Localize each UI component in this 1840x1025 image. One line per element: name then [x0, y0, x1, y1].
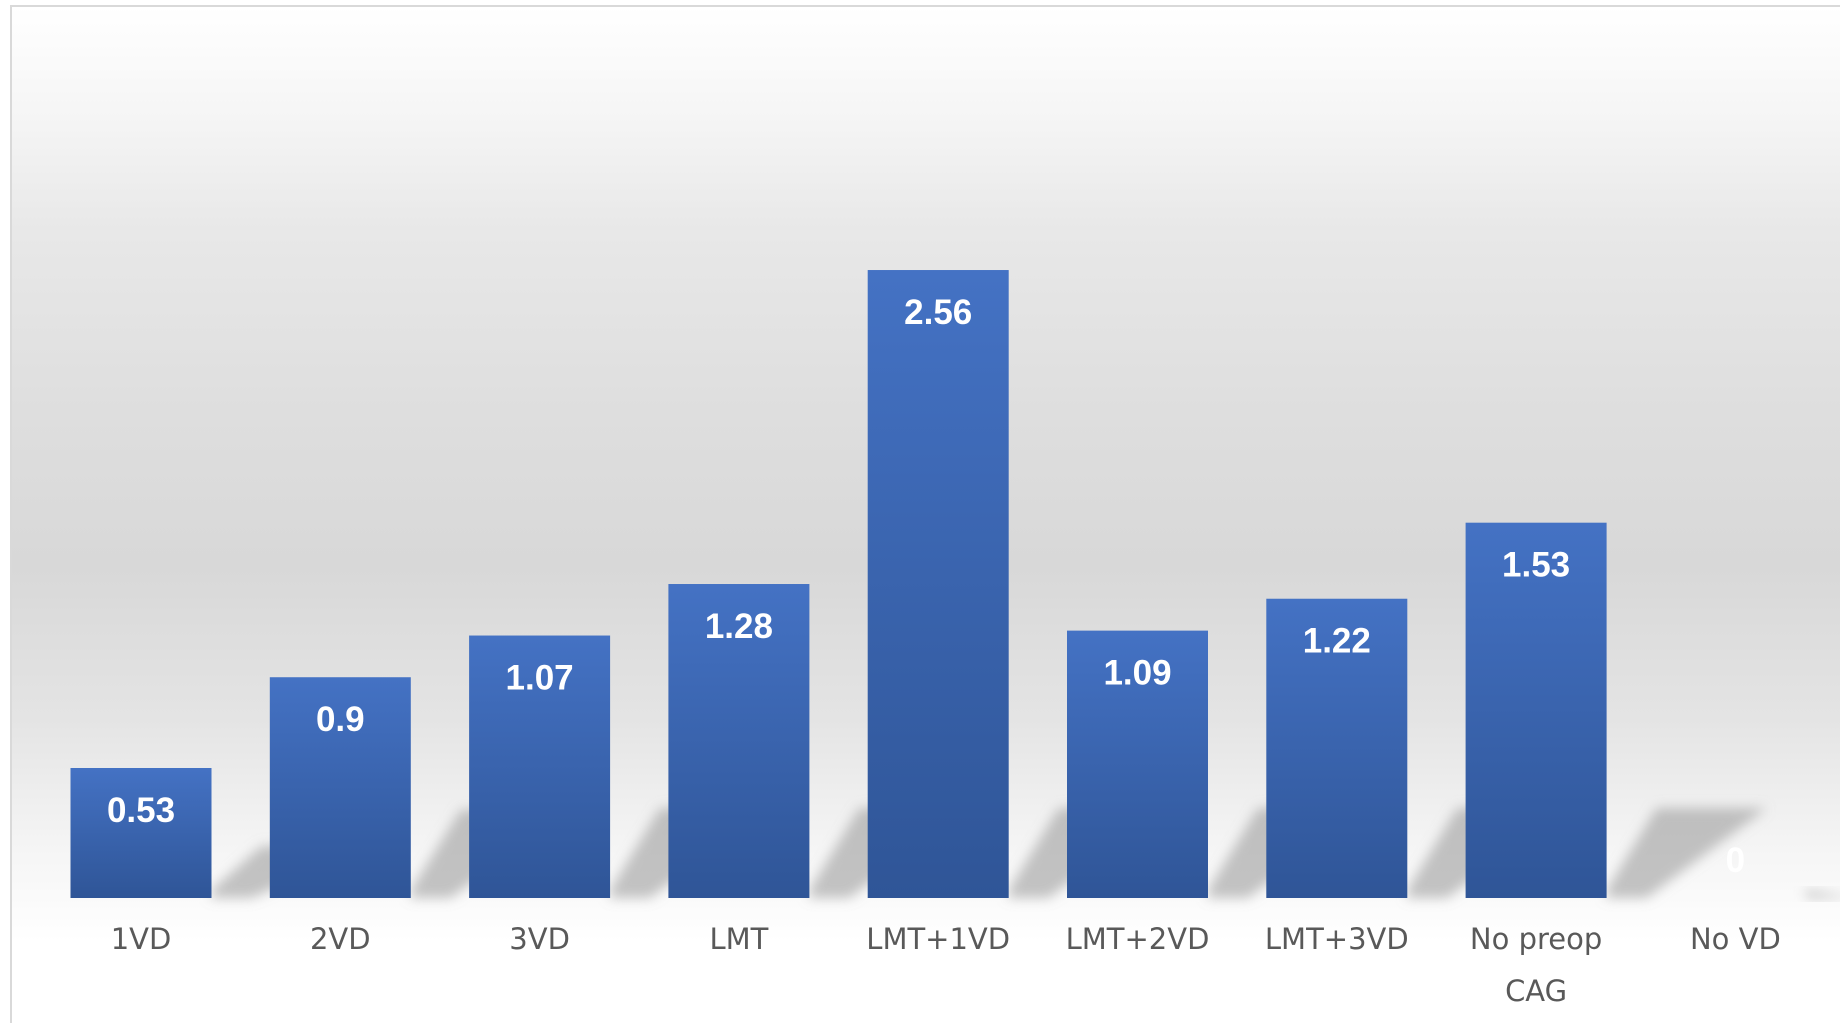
data-label: 1.09 [1103, 654, 1171, 693]
category-label: 2VD [310, 922, 371, 956]
chart-area: 0.53 0.9 1.07 1.28 2.56 1.09 1.22 1.53 0 1VD 2VD 3… [10, 5, 1840, 1023]
category-label: No VD [1690, 922, 1781, 956]
bar-shadow [1806, 890, 1840, 898]
category-labels: 1VD 2VD 3VD LMT LMT+1VD LMT+2VD LMT+3VD No preo… [111, 922, 1781, 1008]
category-label: LMT+3VD [1265, 922, 1409, 956]
category-label: 3VD [509, 922, 570, 956]
data-label: 2.56 [904, 293, 972, 332]
category-label: LMT+2VD [1066, 922, 1210, 956]
data-label: 0.9 [316, 700, 365, 739]
bar-1vd [71, 768, 212, 898]
category-label: 1VD [111, 922, 172, 956]
category-label: LMT [709, 922, 768, 956]
data-label: 0 [1726, 841, 1745, 880]
data-label: 1.22 [1303, 622, 1371, 661]
bar-lmt-1vd [868, 270, 1009, 898]
data-label: 1.53 [1502, 546, 1570, 585]
category-label: LMT+1VD [866, 922, 1010, 956]
data-label: 0.53 [107, 791, 175, 830]
bar-chart: 0.53 0.9 1.07 1.28 2.56 1.09 1.22 1.53 0 1VD 2VD 3… [12, 7, 1840, 1025]
bars [71, 270, 1607, 898]
data-label: 1.28 [705, 607, 773, 646]
data-label: 1.07 [506, 659, 574, 698]
